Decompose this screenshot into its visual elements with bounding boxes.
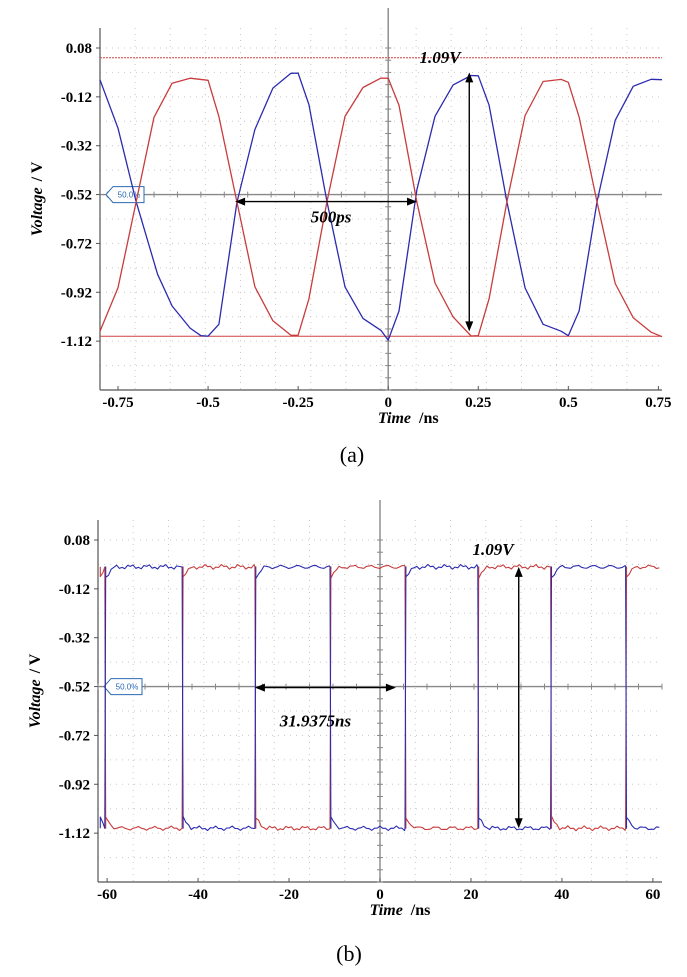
period-arrow-head-left [235, 197, 246, 206]
period-arrow-head-left [254, 683, 265, 692]
x-tick-label: -60 [97, 887, 117, 903]
period-annotation: 500ps [311, 208, 352, 227]
y-tick-label: -0.92 [61, 285, 92, 301]
y-tick-label: -0.32 [59, 631, 90, 647]
amplitude-arrow-head-top [514, 566, 523, 577]
x-tick-label: -0.5 [196, 395, 220, 411]
x-tick-label: 40 [554, 887, 569, 903]
x-tick-label: -40 [188, 887, 208, 903]
y-tick-label: -0.52 [61, 188, 92, 204]
y-axis-label: Voltage / V [29, 161, 46, 236]
y-tick-label: -0.52 [59, 680, 90, 696]
trigger-level-marker [105, 186, 145, 204]
trigger-level-marker [103, 678, 143, 696]
x-axis-title: Time [378, 410, 411, 427]
x-tick-label: 0 [376, 887, 384, 903]
trigger-level-label: 50.0% [116, 683, 139, 692]
x-tick-label: 0 [384, 395, 392, 411]
y-axis-title: Voltage [29, 187, 46, 236]
panel-b-chart: 0.08 -0.12 -0.32 -0.52 -0.72 -0.92 -1.12 -60 -40… [27, 500, 663, 966]
amplitude-arrow-head-bottom [514, 818, 523, 829]
panel-caption: (b) [336, 941, 362, 966]
x-tick-label: 60 [645, 887, 660, 903]
y-axis-unit: / V [27, 653, 44, 674]
y-tick-label: 0.08 [64, 533, 90, 549]
y-tick-label: 0.08 [66, 41, 92, 57]
period-arrow-head-right [385, 683, 396, 692]
waveform-series-1 [99, 72, 663, 341]
period-annotation: 31.9375ns [279, 712, 352, 731]
y-axis-title: Voltage [27, 679, 44, 728]
amplitude-arrow-head-top [465, 72, 474, 83]
x-axis-label: Time/ns [378, 410, 439, 427]
x-tick-label: 20 [463, 887, 478, 903]
amplitude-annotation: 1.09V [419, 48, 462, 67]
y-tick-label: -1.12 [59, 826, 90, 842]
y-tick-label: -1.12 [61, 334, 92, 350]
waveform-series-1 [99, 563, 660, 832]
x-axis-title: Time [370, 902, 403, 919]
waveform-series-2 [99, 77, 663, 338]
panel-a-chart: 0.08 -0.12 -0.32 -0.52 -0.72 -0.92 -1.12 -0.75 -… [29, 8, 672, 467]
panel-caption: (a) [340, 442, 364, 467]
y-tick-label: -0.72 [61, 236, 92, 252]
amplitude-arrow-head-bottom [465, 321, 474, 332]
x-axis-unit: /ns [410, 902, 431, 919]
x-tick-label: -20 [279, 887, 299, 903]
amplitude-annotation: 1.09V [472, 540, 515, 559]
y-tick-label: -0.92 [59, 777, 90, 793]
y-axis-unit: / V [29, 161, 46, 182]
period-arrow-head-right [407, 197, 418, 206]
x-axis-label: Time/ns [370, 902, 431, 919]
x-tick-label: 0.5 [559, 395, 578, 411]
y-tick-label: -0.12 [59, 582, 90, 598]
x-tick-label: -0.75 [102, 395, 133, 411]
x-tick-label: 0.75 [645, 395, 671, 411]
trigger-level-label: 50.0% [118, 191, 141, 200]
x-tick-label: -0.25 [283, 395, 314, 411]
y-tick-label: -0.72 [59, 728, 90, 744]
x-axis-unit: /ns [418, 410, 439, 427]
waveform-series-2 [99, 563, 660, 832]
y-tick-label: -0.32 [61, 139, 92, 155]
x-tick-label: 0.25 [465, 395, 491, 411]
y-axis-label: Voltage / V [27, 653, 44, 728]
y-tick-label: -0.12 [61, 90, 92, 106]
